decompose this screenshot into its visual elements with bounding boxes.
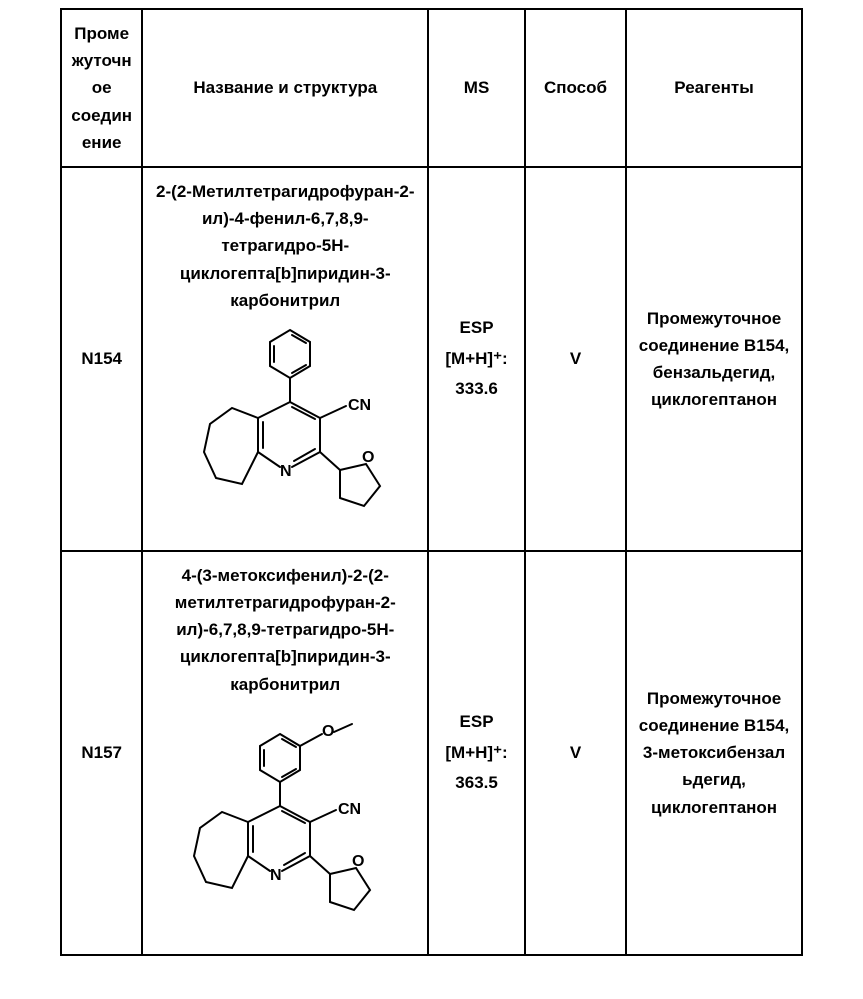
compound-id: N154 [61, 167, 142, 551]
col-header-name: Название и структура [142, 9, 428, 167]
ms-line1: ESP [435, 313, 518, 344]
col-header-reagents: Реагенты [626, 9, 802, 167]
compound-method: V [525, 167, 626, 551]
compound-ms: ESP [M+H]⁺: 333.6 [428, 167, 525, 551]
compound-reagents: Промежуточное соединение B154, бензальде… [626, 167, 802, 551]
compound-table: Проме жуточн ое соедин ение Название и с… [60, 8, 803, 956]
compound-method: V [525, 551, 626, 955]
label-o: O [362, 449, 374, 466]
structure-diagram: CN N O O [170, 704, 400, 944]
structure-diagram: CN N O [180, 320, 390, 540]
label-ome-o: O [322, 723, 334, 740]
compound-name: 4-(3-метоксифенил)-2-(2-метилтетрагидроф… [149, 562, 421, 698]
ms-line3: 363.5 [435, 768, 518, 799]
label-o: O [352, 853, 364, 870]
label-n: N [270, 867, 282, 884]
ms-line3: 333.6 [435, 374, 518, 405]
table-row: N154 2-(2-Метилтетрагидрофуран-2-ил)-4-ф… [61, 167, 802, 551]
compound-name: 2-(2-Метилтетрагидрофуран-2-ил)-4-фенил-… [149, 178, 421, 314]
ms-line2: [M+H]⁺: [435, 344, 518, 375]
compound-name-structure: 2-(2-Метилтетрагидрофуран-2-ил)-4-фенил-… [142, 167, 428, 551]
ms-line2: [M+H]⁺: [435, 738, 518, 769]
compound-name-structure: 4-(3-метоксифенил)-2-(2-метилтетрагидроф… [142, 551, 428, 955]
table-row: N157 4-(3-метоксифенил)-2-(2-метилтетраг… [61, 551, 802, 955]
compound-id: N157 [61, 551, 142, 955]
label-cn: CN [348, 397, 371, 414]
table-header-row: Проме жуточн ое соедин ение Название и с… [61, 9, 802, 167]
col-header-method: Способ [525, 9, 626, 167]
label-cn: CN [338, 801, 361, 818]
ms-line1: ESP [435, 707, 518, 738]
col-header-ms: MS [428, 9, 525, 167]
compound-ms: ESP [M+H]⁺: 363.5 [428, 551, 525, 955]
label-n: N [280, 463, 292, 480]
compound-reagents: Промежуточное соединение B154, 3-метокси… [626, 551, 802, 955]
col-header-id: Проме жуточн ое соедин ение [61, 9, 142, 167]
